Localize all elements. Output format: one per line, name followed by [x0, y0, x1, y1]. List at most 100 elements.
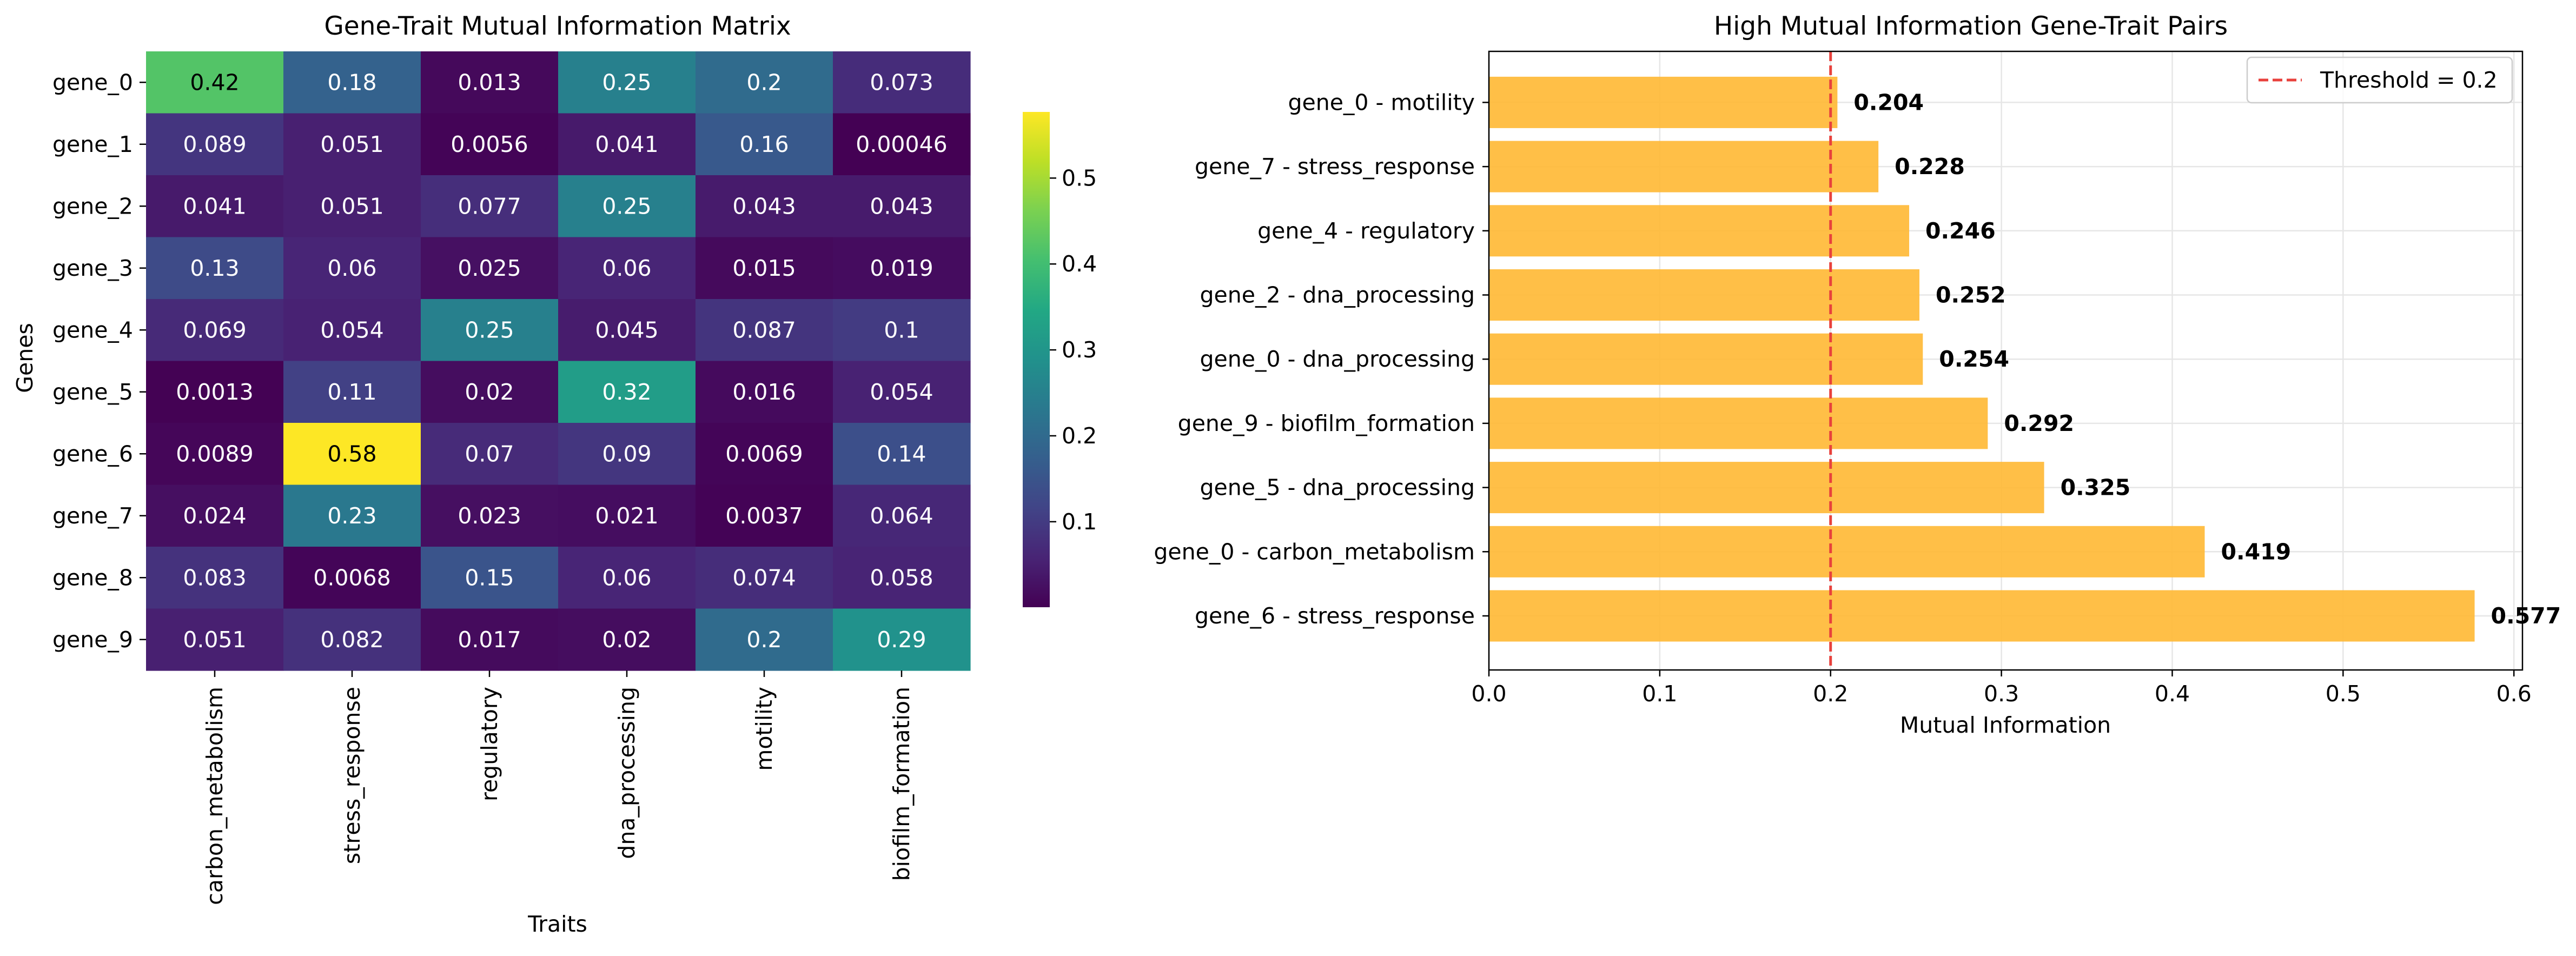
bar	[1489, 462, 2044, 514]
bar	[1489, 269, 1919, 321]
heatmap-cell-label: 0.082	[320, 627, 383, 653]
heatmap-cell	[833, 361, 971, 423]
heatmap-cell	[283, 361, 421, 423]
bar	[1489, 333, 1923, 385]
bar-chart-y-tick-label: gene_6 - stress_response	[1195, 603, 1475, 629]
heatmap-cell-label: 0.019	[870, 255, 933, 281]
heatmap-cell-label: 0.077	[458, 193, 521, 219]
bar	[1489, 590, 2475, 642]
heatmap-cell	[696, 484, 833, 547]
bar-chart-y-tick-label: gene_0 - carbon_metabolism	[1154, 539, 1475, 565]
bar-value-label: 0.577	[2491, 603, 2561, 629]
bar-chart-x-tick-label: 0.1	[1642, 681, 1677, 707]
heatmap-cell	[421, 175, 559, 238]
heatmap-cell	[558, 237, 696, 300]
bar-chart-plot-frame	[1488, 50, 2524, 671]
bar-value-label: 0.228	[1895, 154, 1965, 180]
colorbar-ticks: 0.1 0.2 0.3 0.4 0.5	[1050, 165, 1097, 535]
bar-chart-x-tick-label: 0.2	[1813, 681, 1848, 707]
heatmap-cell-label: 0.32	[602, 379, 651, 405]
bar-chart-y-tick-label: gene_4 - regulatory	[1257, 218, 1475, 244]
heatmap-y-tick-label: gene_6	[52, 441, 133, 467]
bar-chart-bars: 0.204 0.228 0.246 0.252 0.254 0.292 0.325 0.419…	[1489, 76, 2561, 642]
heatmap-cell-label: 0.25	[465, 317, 514, 343]
heatmap-x-tick-label: motility	[751, 687, 777, 771]
heatmap-cell-label: 0.15	[465, 565, 514, 590]
heatmap-y-tick-label: gene_9	[52, 627, 133, 653]
bar-chart-y-tick-label: gene_7 - stress_response	[1195, 154, 1475, 180]
heatmap-cell-label: 0.00046	[856, 131, 948, 157]
heatmap-cell	[833, 175, 971, 238]
heatmap-cell-label: 0.054	[870, 379, 933, 405]
legend-box	[2246, 56, 2513, 104]
heatmap-cell	[696, 237, 833, 300]
colorbar-tick-label: 0.1	[1062, 509, 1097, 535]
heatmap-cell-label: 0.23	[327, 503, 376, 529]
heatmap-cell-label: 0.0013	[176, 379, 253, 405]
heatmap-cell	[696, 299, 833, 362]
heatmap-cell-label: 0.25	[602, 69, 651, 95]
heatmap-cell-label: 0.024	[183, 503, 246, 529]
heatmap-cell-label: 0.14	[877, 441, 926, 467]
heatmap-y-tick-label: gene_2	[52, 193, 133, 219]
heatmap-y-tick-label: gene_5	[52, 379, 133, 405]
heatmap-cell	[421, 547, 559, 609]
heatmap-cell-label: 0.051	[320, 131, 383, 157]
heatmap-cell	[833, 299, 971, 362]
legend: Threshold = 0.2	[2246, 56, 2513, 104]
heatmap-y-axis-label: Genes	[12, 323, 38, 393]
bar-chart-x-tick-label: 0.5	[2326, 681, 2361, 707]
heatmap-cell	[558, 113, 696, 176]
heatmap-cell	[558, 484, 696, 547]
heatmap-cell	[146, 608, 284, 671]
heatmap-cell-label: 0.06	[327, 255, 376, 281]
heatmap-cell	[146, 547, 284, 609]
heatmap-cell-label: 0.021	[595, 503, 658, 529]
heatmap-cell-label: 0.023	[458, 503, 521, 529]
heatmap-cell	[283, 299, 421, 362]
bar-chart-x-ticks: 0.0 0.1 0.2 0.3 0.4 0.5 0.6	[1471, 670, 2532, 707]
heatmap-cell	[146, 361, 284, 423]
heatmap-cell	[558, 175, 696, 238]
heatmap-cell	[146, 299, 284, 362]
heatmap-y-tick-label: gene_7	[52, 503, 133, 529]
heatmap-cell-label: 0.015	[732, 255, 796, 281]
heatmap-cell-label: 0.13	[190, 255, 239, 281]
heatmap-cell	[283, 423, 421, 486]
heatmap-cell-label: 0.07	[465, 441, 514, 467]
bar-value-label: 0.204	[1853, 89, 1924, 115]
heatmap-cell	[146, 51, 284, 114]
heatmap-cell	[421, 237, 559, 300]
bar-chart-y-tick-labels: gene_0 - motility gene_7 - stress_respons…	[1154, 89, 1489, 629]
bar-value-label: 0.246	[1925, 218, 1996, 244]
heatmap-cell-label: 0.18	[327, 69, 376, 95]
heatmap-cell	[696, 113, 833, 176]
heatmap-cell	[696, 423, 833, 486]
heatmap-cell-label: 0.2	[746, 627, 782, 653]
heatmap-cells: 0.42 0.18 0.013 0.25 0.2 0.073 0.089 0.051 0.005…	[146, 51, 971, 671]
heatmap-cell-label: 0.073	[870, 69, 933, 95]
heatmap-cell-label: 0.25	[602, 193, 651, 219]
heatmap-cell-label: 0.2	[746, 69, 782, 95]
heatmap-cell-label: 0.016	[732, 379, 796, 405]
heatmap-cell	[558, 51, 696, 114]
heatmap-cell	[696, 608, 833, 671]
heatmap-cell-label: 0.06	[602, 255, 651, 281]
heatmap-cell	[558, 547, 696, 609]
bar-chart-y-tick-label: gene_2 - dna_processing	[1200, 282, 1475, 308]
colorbar: 0.1 0.2 0.3 0.4 0.5	[1023, 112, 1097, 607]
heatmap-cell-label: 0.083	[183, 565, 246, 590]
heatmap-cell-label: 0.017	[458, 627, 521, 653]
heatmap-cell	[558, 299, 696, 362]
heatmap-cell-label: 0.051	[183, 627, 246, 653]
heatmap-cell	[283, 484, 421, 547]
heatmap-cell	[283, 175, 421, 238]
heatmap-cell	[833, 113, 971, 176]
heatmap-cell-label: 0.041	[595, 131, 658, 157]
heatmap-cell-label: 0.064	[870, 503, 933, 529]
heatmap-cell	[283, 51, 421, 114]
heatmap-cell	[146, 175, 284, 238]
heatmap-cell-label: 0.06	[602, 565, 651, 590]
heatmap-cell-label: 0.051	[320, 193, 383, 219]
